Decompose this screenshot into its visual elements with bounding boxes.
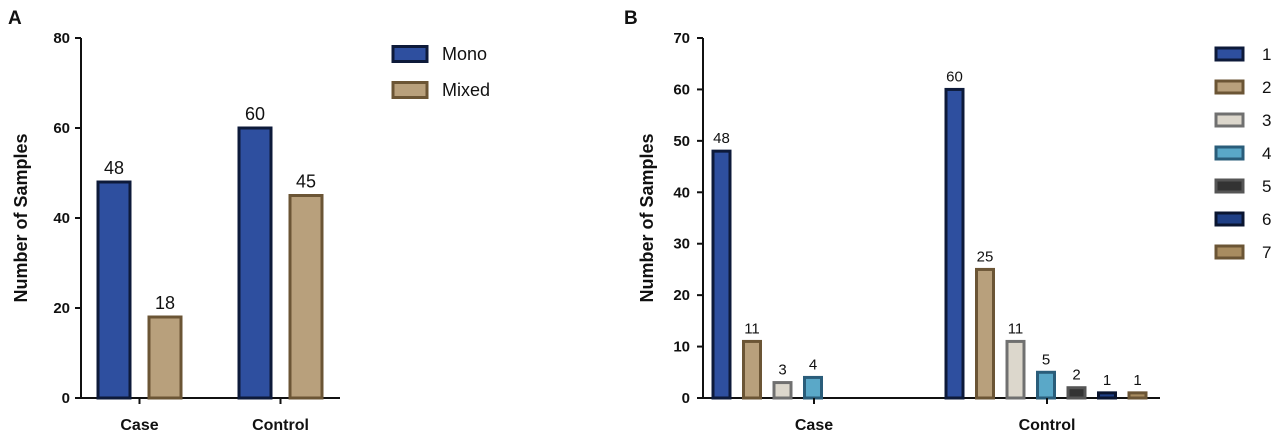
panel-b-ytick-label: 50 bbox=[673, 133, 690, 150]
panel-b-data-label: 3 bbox=[778, 362, 786, 379]
panel-b-bar-control-5 bbox=[1066, 386, 1087, 400]
panel-b-ytick-label: 60 bbox=[673, 81, 690, 98]
panel-a-letter: A bbox=[8, 8, 22, 29]
panel-b-letter: B bbox=[624, 8, 638, 29]
panel-b-bar-control-4 bbox=[1036, 370, 1056, 400]
panel-b-legend-swatch-6 bbox=[1214, 211, 1245, 227]
panel-b-data-label: 48 bbox=[713, 130, 730, 147]
panel-b-y-label: Number of Samples bbox=[637, 133, 657, 302]
panel-b-legend-swatch-5 bbox=[1214, 178, 1245, 194]
panel-b-data-label: 4 bbox=[809, 356, 817, 373]
panel-b-data-label: 1 bbox=[1103, 372, 1111, 389]
panel-a-ytick-label: 20 bbox=[53, 300, 70, 317]
panel-a-ytick-label: 60 bbox=[53, 120, 70, 137]
panel-a-data-label: 18 bbox=[155, 293, 175, 313]
panel-b-legend-swatch-1 bbox=[1214, 46, 1245, 62]
panel-a-legend-swatch-mono bbox=[391, 45, 429, 63]
panel-b-legend-label-5: 5 bbox=[1262, 177, 1271, 196]
panel-b-legend-swatch-3 bbox=[1214, 112, 1245, 128]
panel-a-y-label: Number of Samples bbox=[11, 133, 31, 302]
panel-b-bar-case-2 bbox=[742, 339, 762, 400]
panel-b-legend-swatch-2 bbox=[1214, 79, 1245, 95]
panel-a-legend-label-mixed: Mixed bbox=[442, 80, 490, 100]
panel-b-legend-label-6: 6 bbox=[1262, 210, 1271, 229]
panel-b-bar-control-3 bbox=[1005, 339, 1026, 400]
panel-b-bar-case-3 bbox=[772, 381, 793, 400]
panel-a-data-label: 60 bbox=[245, 104, 265, 124]
panel-b-ytick-label: 20 bbox=[673, 287, 690, 304]
panel-a-data-label: 48 bbox=[104, 158, 124, 178]
panel-a-bar-case-mono bbox=[96, 180, 132, 400]
panel-b-bar-case-1 bbox=[711, 149, 732, 400]
panel-b-ytick-label: 0 bbox=[682, 390, 690, 407]
panel-b-ytick-label: 40 bbox=[673, 184, 690, 201]
panel-a-ytick-label: 0 bbox=[62, 390, 70, 407]
panel-a-ytick-label: 40 bbox=[53, 210, 70, 227]
panel-b-data-label: 11 bbox=[744, 320, 760, 337]
panel-b-bar-control-2 bbox=[975, 267, 995, 400]
panel-b-legend-label-3: 3 bbox=[1262, 111, 1271, 130]
panel-b-bar-control-1 bbox=[944, 87, 965, 400]
panel-b-legend-label-7: 7 bbox=[1262, 243, 1271, 262]
panel-b-legend-label-4: 4 bbox=[1262, 144, 1271, 163]
panel-a-ytick-label: 80 bbox=[53, 30, 70, 47]
panel-a-xtick-label-case: Case bbox=[120, 417, 158, 434]
panel-b-data-label: 60 bbox=[946, 68, 963, 85]
panel-b-bar-case-4 bbox=[803, 375, 823, 400]
panel-b-ytick-label: 30 bbox=[673, 236, 690, 253]
panel-a-data-label: 45 bbox=[296, 172, 316, 192]
panel-b-data-label: 11 bbox=[1008, 320, 1024, 337]
panel-b-ytick-label: 70 bbox=[673, 30, 690, 47]
panel-b-legend-swatch-7 bbox=[1214, 244, 1245, 260]
panel-a-bar-case-mixed bbox=[147, 315, 183, 400]
panel-b-legend-label-2: 2 bbox=[1262, 78, 1271, 97]
panel-a-legend-label-mono: Mono bbox=[442, 44, 487, 64]
panel-b-data-label: 2 bbox=[1072, 367, 1080, 384]
panel-a-legend-swatch-mixed bbox=[391, 81, 429, 99]
panel-b-legend-label-1: 1 bbox=[1262, 45, 1271, 64]
panel-b-bar-control-6 bbox=[1097, 391, 1117, 400]
panel-a-bar-control-mono bbox=[237, 126, 273, 400]
panel-b-legend-swatch-4 bbox=[1214, 145, 1245, 161]
panel-a-xtick-label-control: Control bbox=[252, 417, 309, 434]
panel-a: A 0 20 40 60 80 Number of Samples 48 18 Case 60 45… bbox=[8, 8, 490, 434]
panel-b-data-label: 25 bbox=[977, 248, 994, 265]
panel-b-ytick-label: 10 bbox=[673, 339, 690, 356]
panel-b-xtick-label-control: Control bbox=[1019, 417, 1076, 434]
panel-a-bar-control-mixed bbox=[288, 194, 324, 400]
panel-b-xtick-label-case: Case bbox=[795, 417, 833, 434]
panel-b-bar-control-7 bbox=[1127, 391, 1148, 400]
panel-b-data-label: 5 bbox=[1042, 351, 1050, 368]
panel-b-data-label: 1 bbox=[1133, 372, 1141, 389]
